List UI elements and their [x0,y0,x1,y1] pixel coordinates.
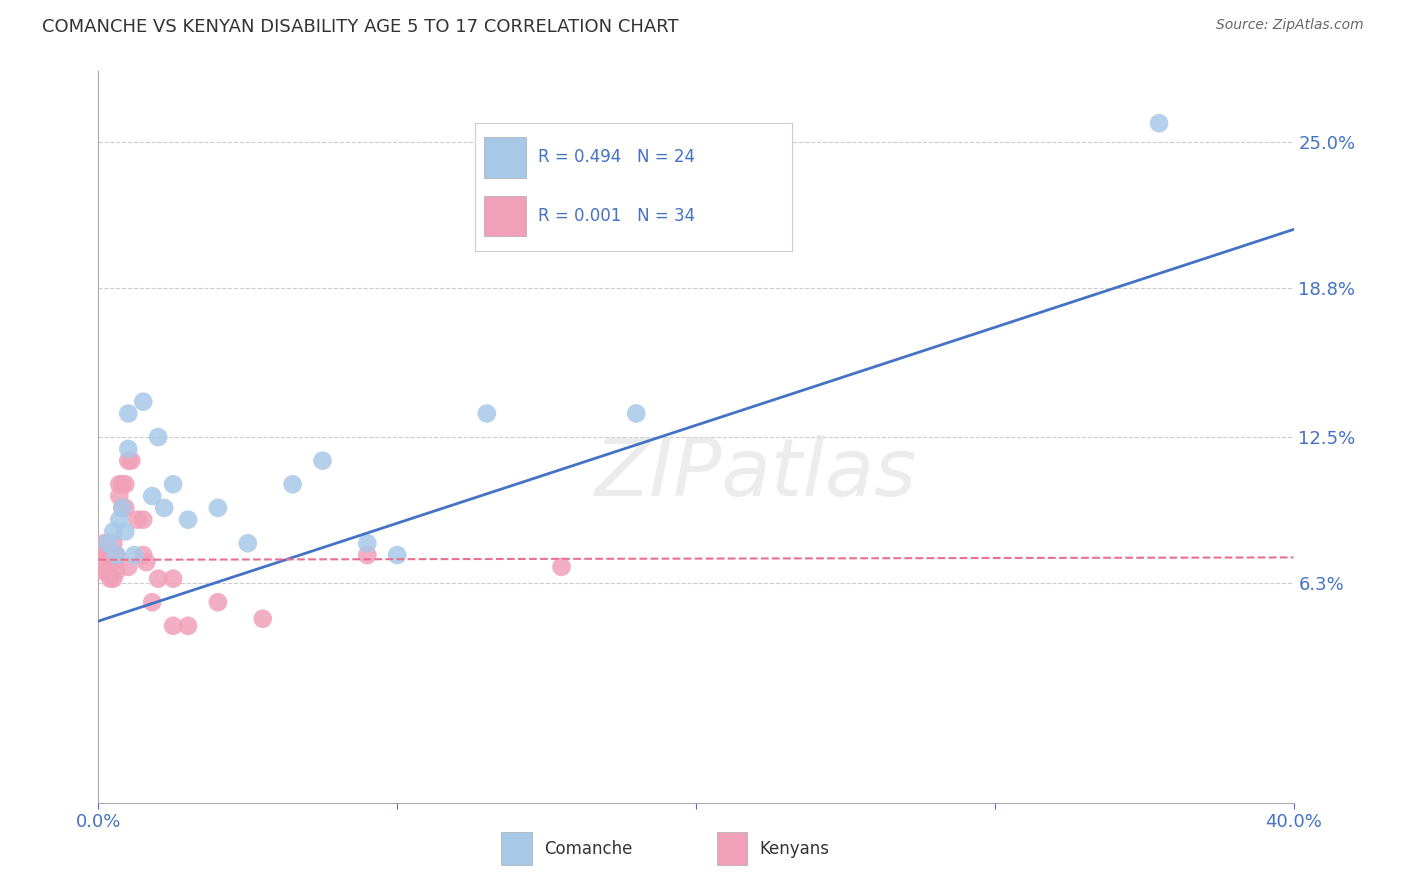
Point [108,489,131,503]
Point [550,559,572,574]
Point [108,513,131,527]
Point [114,500,136,515]
Point [132,548,155,562]
Point [96,565,118,579]
Point [207,595,229,609]
Point [311,453,333,467]
Point [111,477,134,491]
Point [105,548,128,562]
Point [100,548,122,562]
Point [475,407,498,421]
Point [117,407,139,421]
Point [1147,116,1170,130]
Point [93,565,115,579]
Point [117,453,139,467]
Point [135,555,157,569]
Point [105,548,128,562]
Point [108,477,131,491]
Point [103,524,125,539]
Point [132,394,155,409]
Point [103,572,125,586]
Text: COMANCHE VS KENYAN DISABILITY AGE 5 TO 17 CORRELATION CHART: COMANCHE VS KENYAN DISABILITY AGE 5 TO 1… [42,18,679,36]
Point [356,536,378,550]
Point [90,548,112,562]
Point [236,536,259,550]
Point [356,548,378,562]
Point [105,565,128,579]
Point [111,500,134,515]
Point [162,619,184,633]
Point [120,453,142,467]
Point [626,407,648,421]
Point [93,536,115,550]
Point [385,548,409,562]
Point [148,430,170,444]
Point [141,489,163,503]
Point [153,500,176,515]
Point [124,548,146,562]
Text: ZIPatlas: ZIPatlas [595,434,917,513]
Point [117,559,139,574]
Point [100,572,122,586]
Point [177,513,200,527]
Point [96,536,118,550]
Point [207,500,229,515]
Point [117,442,139,456]
Point [141,595,163,609]
Point [96,548,118,562]
Point [114,477,136,491]
Point [111,500,134,515]
Point [162,572,184,586]
Point [252,612,274,626]
Point [103,536,125,550]
Text: Source: ZipAtlas.com: Source: ZipAtlas.com [1216,18,1364,32]
Point [114,524,136,539]
Point [281,477,304,491]
Point [148,572,170,586]
Point [103,555,125,569]
Point [132,513,155,527]
Point [162,477,184,491]
Point [177,619,200,633]
Point [127,513,149,527]
